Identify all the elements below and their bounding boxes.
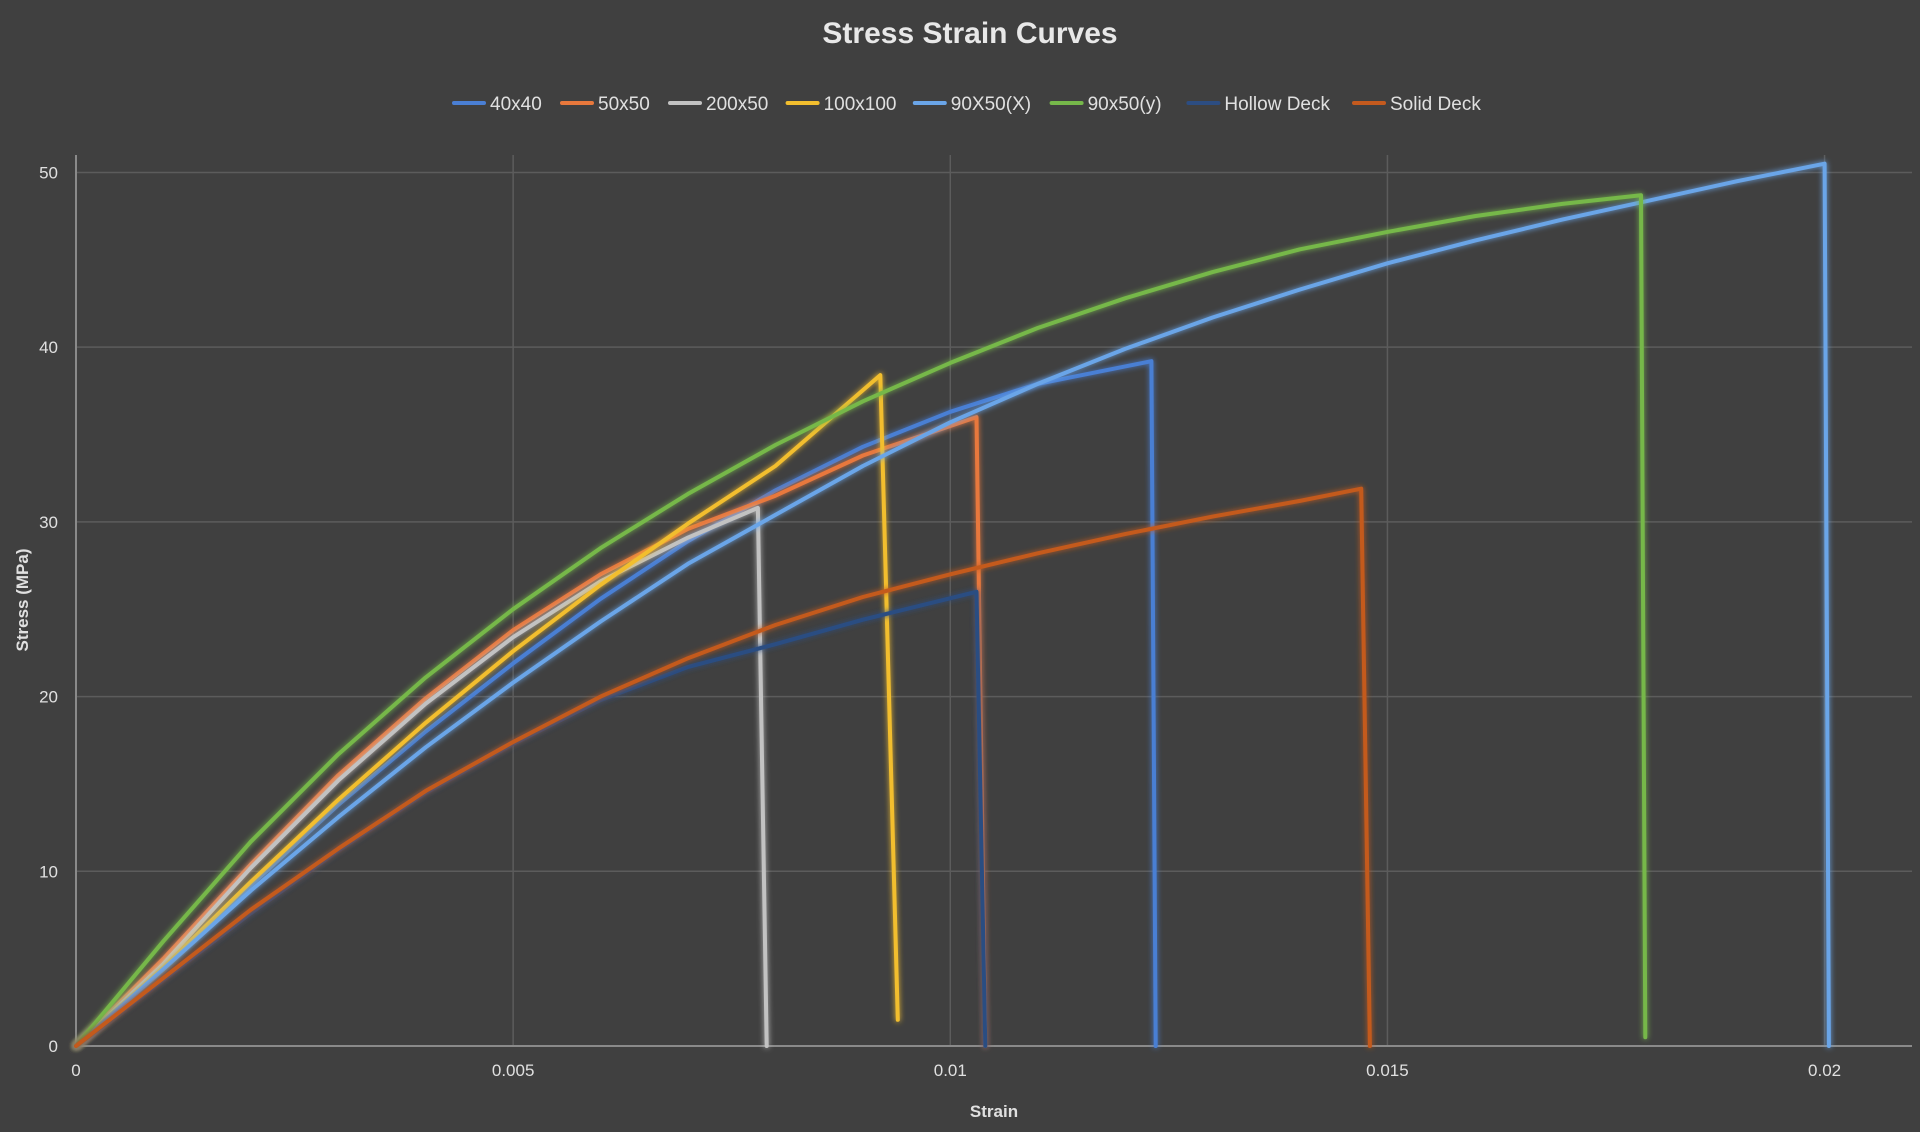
x-tick-label: 0.01 (934, 1061, 967, 1080)
series-line-40x40 (74, 359, 1158, 1048)
legend-label: Hollow Deck (1224, 94, 1330, 115)
chart-gridlines (76, 155, 1912, 1046)
series-line-90x50-y- (74, 193, 1648, 1048)
series-line-hollow-deck (74, 589, 988, 1048)
series-line-100x100 (74, 373, 900, 1048)
legend-item: 200x50 (668, 94, 768, 115)
legend-label: 40x40 (490, 94, 542, 115)
y-tick-label: 20 (39, 688, 58, 707)
legend-label: 90X50(X) (951, 94, 1031, 115)
chart-series (74, 161, 1831, 1048)
y-axis-title: Stress (MPa) (13, 549, 32, 652)
y-tick-label: 10 (39, 862, 58, 881)
legend-label: 50x50 (598, 94, 650, 115)
chart-title: Stress Strain Curves (822, 17, 1117, 50)
legend-label: 200x50 (706, 94, 768, 115)
x-tick-label: 0 (71, 1061, 80, 1080)
legend-item: 40x40 (452, 94, 542, 115)
x-tick-label: 0.005 (492, 1061, 535, 1080)
legend-item: 90x50(y) (1049, 94, 1162, 115)
legend-label: Solid Deck (1390, 94, 1481, 115)
x-tick-label: 0.015 (1366, 1061, 1409, 1080)
legend-item: 90X50(X) (912, 94, 1031, 115)
legend-item: Solid Deck (1352, 94, 1481, 115)
legend-label: 90x50(y) (1088, 94, 1162, 115)
legend-item: 100x100 (785, 94, 897, 115)
series-line-solid-deck (74, 486, 1372, 1048)
series-line-200x50 (74, 505, 769, 1048)
x-tick-label: 0.02 (1808, 1061, 1841, 1080)
x-axis-title: Strain (970, 1102, 1018, 1121)
y-tick-label: 0 (49, 1037, 58, 1056)
legend-item: Hollow Deck (1186, 94, 1330, 115)
y-tick-label: 30 (39, 513, 58, 532)
y-tick-label: 50 (39, 163, 58, 182)
chart-axes (75, 155, 1912, 1047)
legend-label: 100x100 (824, 94, 897, 115)
x-axis-ticks: 0 0.005 0.01 0.015 0.02 (71, 1061, 1841, 1080)
legend-item: 50x50 (560, 94, 650, 115)
y-tick-label: 40 (39, 338, 58, 357)
series-line-90x50-x- (74, 161, 1831, 1048)
chart-legend: 40x40 50x50 200x50 100x100 90X50(X) 90x50(y) H… (452, 94, 1481, 115)
y-axis-ticks: 0 10 20 30 40 50 (39, 163, 58, 1056)
